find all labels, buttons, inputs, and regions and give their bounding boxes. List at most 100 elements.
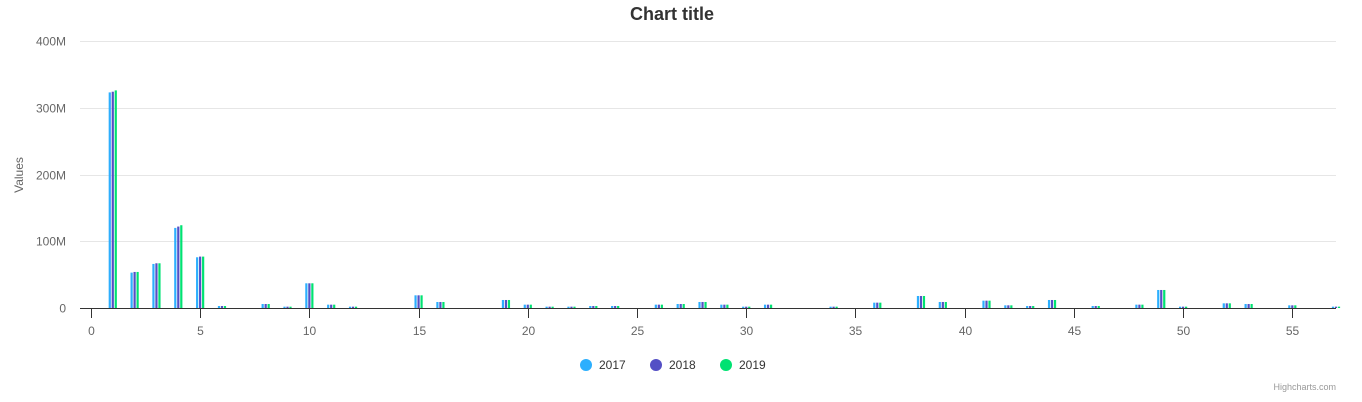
bar[interactable]: [1250, 304, 1253, 308]
bar[interactable]: [1135, 304, 1138, 308]
bar[interactable]: [595, 306, 598, 308]
bar[interactable]: [742, 306, 745, 308]
bar[interactable]: [330, 304, 333, 308]
bar[interactable]: [879, 302, 882, 308]
bar[interactable]: [922, 295, 926, 308]
bar[interactable]: [1053, 299, 1057, 308]
bar[interactable]: [985, 300, 988, 308]
bar[interactable]: [354, 306, 358, 308]
bar[interactable]: [1047, 299, 1051, 308]
bar[interactable]: [573, 306, 576, 308]
bar[interactable]: [829, 306, 832, 308]
bar[interactable]: [919, 295, 923, 308]
bar[interactable]: [420, 295, 423, 308]
bar[interactable]: [327, 304, 330, 308]
bar[interactable]: [1179, 306, 1182, 308]
bar[interactable]: [1091, 306, 1094, 308]
bar[interactable]: [442, 301, 445, 308]
bar[interactable]: [305, 283, 308, 308]
bar[interactable]: [1222, 303, 1225, 308]
bar[interactable]: [174, 227, 177, 308]
bar[interactable]: [436, 301, 439, 308]
bar[interactable]: [1337, 306, 1341, 308]
bar[interactable]: [548, 306, 551, 308]
bar[interactable]: [177, 226, 180, 308]
bar[interactable]: [763, 304, 767, 308]
bar[interactable]: [1157, 289, 1160, 308]
bar[interactable]: [611, 306, 614, 308]
bar[interactable]: [311, 283, 314, 308]
bar[interactable]: [180, 225, 183, 308]
bar[interactable]: [1004, 305, 1007, 308]
legend-item[interactable]: 2019: [720, 358, 766, 372]
bar[interactable]: [267, 304, 270, 308]
bar[interactable]: [196, 257, 199, 308]
bar[interactable]: [567, 306, 570, 308]
bar[interactable]: [308, 283, 311, 308]
credits[interactable]: Highcharts.com: [1273, 382, 1336, 392]
bar[interactable]: [617, 306, 620, 308]
bar[interactable]: [136, 271, 139, 308]
bar[interactable]: [1010, 305, 1013, 308]
bar[interactable]: [264, 304, 267, 308]
bar[interactable]: [1007, 305, 1010, 308]
bar[interactable]: [1160, 289, 1163, 308]
bar[interactable]: [1244, 304, 1247, 308]
bar[interactable]: [501, 299, 505, 308]
bar[interactable]: [1334, 306, 1338, 308]
bar[interactable]: [876, 302, 879, 308]
bar[interactable]: [1247, 304, 1250, 308]
bar[interactable]: [526, 304, 529, 308]
bar[interactable]: [417, 295, 420, 308]
bar[interactable]: [133, 271, 136, 308]
bar[interactable]: [1138, 304, 1141, 308]
bar[interactable]: [769, 304, 773, 308]
bar[interactable]: [529, 304, 532, 308]
bar[interactable]: [657, 304, 660, 308]
bar[interactable]: [679, 304, 682, 308]
bar[interactable]: [152, 263, 155, 308]
bar[interactable]: [351, 306, 355, 308]
bar[interactable]: [223, 306, 227, 308]
bar[interactable]: [720, 304, 723, 308]
bar[interactable]: [766, 304, 770, 308]
bar[interactable]: [726, 304, 729, 308]
bar[interactable]: [944, 301, 947, 308]
bar[interactable]: [220, 306, 224, 308]
bar[interactable]: [114, 90, 117, 309]
bar[interactable]: [832, 306, 835, 308]
bar[interactable]: [988, 300, 991, 308]
bar[interactable]: [1032, 306, 1035, 308]
bar[interactable]: [155, 263, 158, 308]
bar[interactable]: [507, 299, 511, 308]
bar[interactable]: [286, 306, 289, 308]
bar[interactable]: [108, 92, 111, 309]
bar[interactable]: [916, 295, 920, 308]
bar[interactable]: [704, 301, 707, 308]
bar[interactable]: [217, 306, 221, 308]
bar[interactable]: [592, 306, 595, 308]
legend-item[interactable]: 2017: [580, 358, 626, 372]
bar[interactable]: [283, 306, 286, 308]
bar[interactable]: [614, 306, 617, 308]
bar[interactable]: [333, 304, 336, 308]
bar[interactable]: [1050, 299, 1054, 308]
bar[interactable]: [676, 304, 679, 308]
bar[interactable]: [348, 306, 352, 308]
bar[interactable]: [1094, 306, 1097, 308]
bar[interactable]: [938, 301, 941, 308]
bar[interactable]: [701, 301, 704, 308]
bar[interactable]: [1331, 306, 1335, 308]
bar[interactable]: [504, 299, 508, 308]
bar[interactable]: [1097, 306, 1100, 308]
bar[interactable]: [158, 263, 161, 308]
bar[interactable]: [1225, 303, 1228, 308]
bar[interactable]: [1182, 306, 1185, 308]
bar[interactable]: [835, 306, 838, 308]
bar[interactable]: [723, 304, 726, 308]
bar[interactable]: [261, 304, 264, 308]
bar[interactable]: [545, 306, 548, 308]
bar[interactable]: [873, 302, 876, 308]
bar[interactable]: [1228, 303, 1231, 308]
bar[interactable]: [1288, 305, 1291, 308]
